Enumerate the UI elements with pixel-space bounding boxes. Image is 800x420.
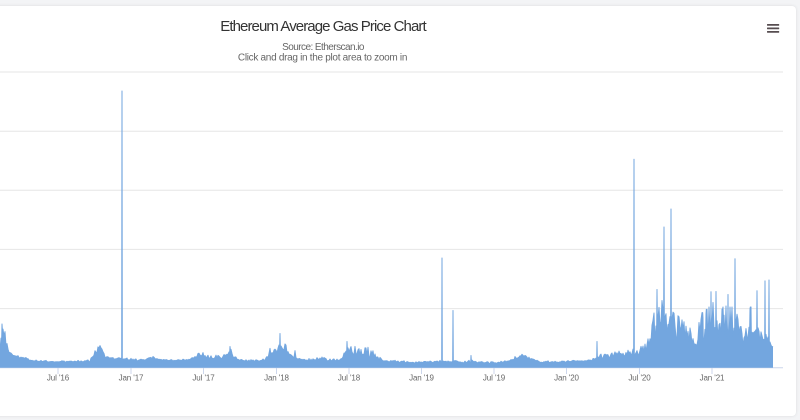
svg-text:Jan '18: Jan '18 — [264, 374, 289, 383]
svg-text:Click and drag in the plot are: Click and drag in the plot area to zoom … — [238, 53, 407, 64]
svg-text:Jul '17: Jul '17 — [192, 374, 215, 383]
svg-text:Jan '19: Jan '19 — [409, 374, 434, 383]
svg-text:Jul '18: Jul '18 — [338, 374, 361, 383]
svg-text:Jul '16: Jul '16 — [47, 374, 70, 383]
svg-text:Jul '20: Jul '20 — [628, 374, 651, 383]
svg-text:Jan '20: Jan '20 — [554, 374, 579, 383]
svg-text:Source: Etherscan.io: Source: Etherscan.io — [282, 42, 365, 53]
svg-text:Jan '21: Jan '21 — [700, 374, 725, 383]
svg-text:Jul '19: Jul '19 — [483, 374, 506, 383]
svg-text:Jan '17: Jan '17 — [119, 374, 144, 383]
svg-text:Ethereum Average Gas Price Cha: Ethereum Average Gas Price Chart — [220, 18, 427, 35]
